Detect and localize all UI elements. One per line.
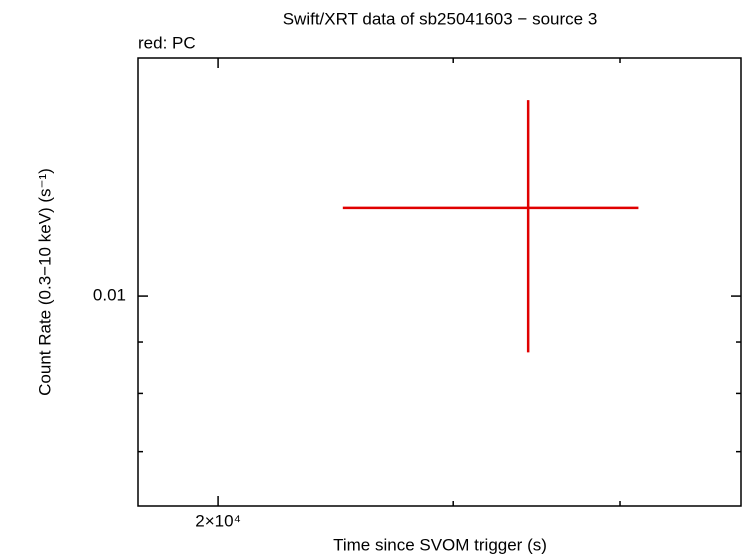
x-axis-label: Time since SVOM trigger (s) xyxy=(333,535,547,554)
legend-entry: red: PC xyxy=(138,33,196,52)
y-tick-label: 0.01 xyxy=(93,286,126,305)
plot-frame xyxy=(137,57,742,507)
chart-title: Swift/XRT data of sb25041603 − source 3 xyxy=(283,9,598,28)
y-axis-label: Count Rate (0.3−10 keV) (s⁻¹) xyxy=(35,168,54,396)
x-tick-label: 2×10⁴ xyxy=(195,511,241,530)
